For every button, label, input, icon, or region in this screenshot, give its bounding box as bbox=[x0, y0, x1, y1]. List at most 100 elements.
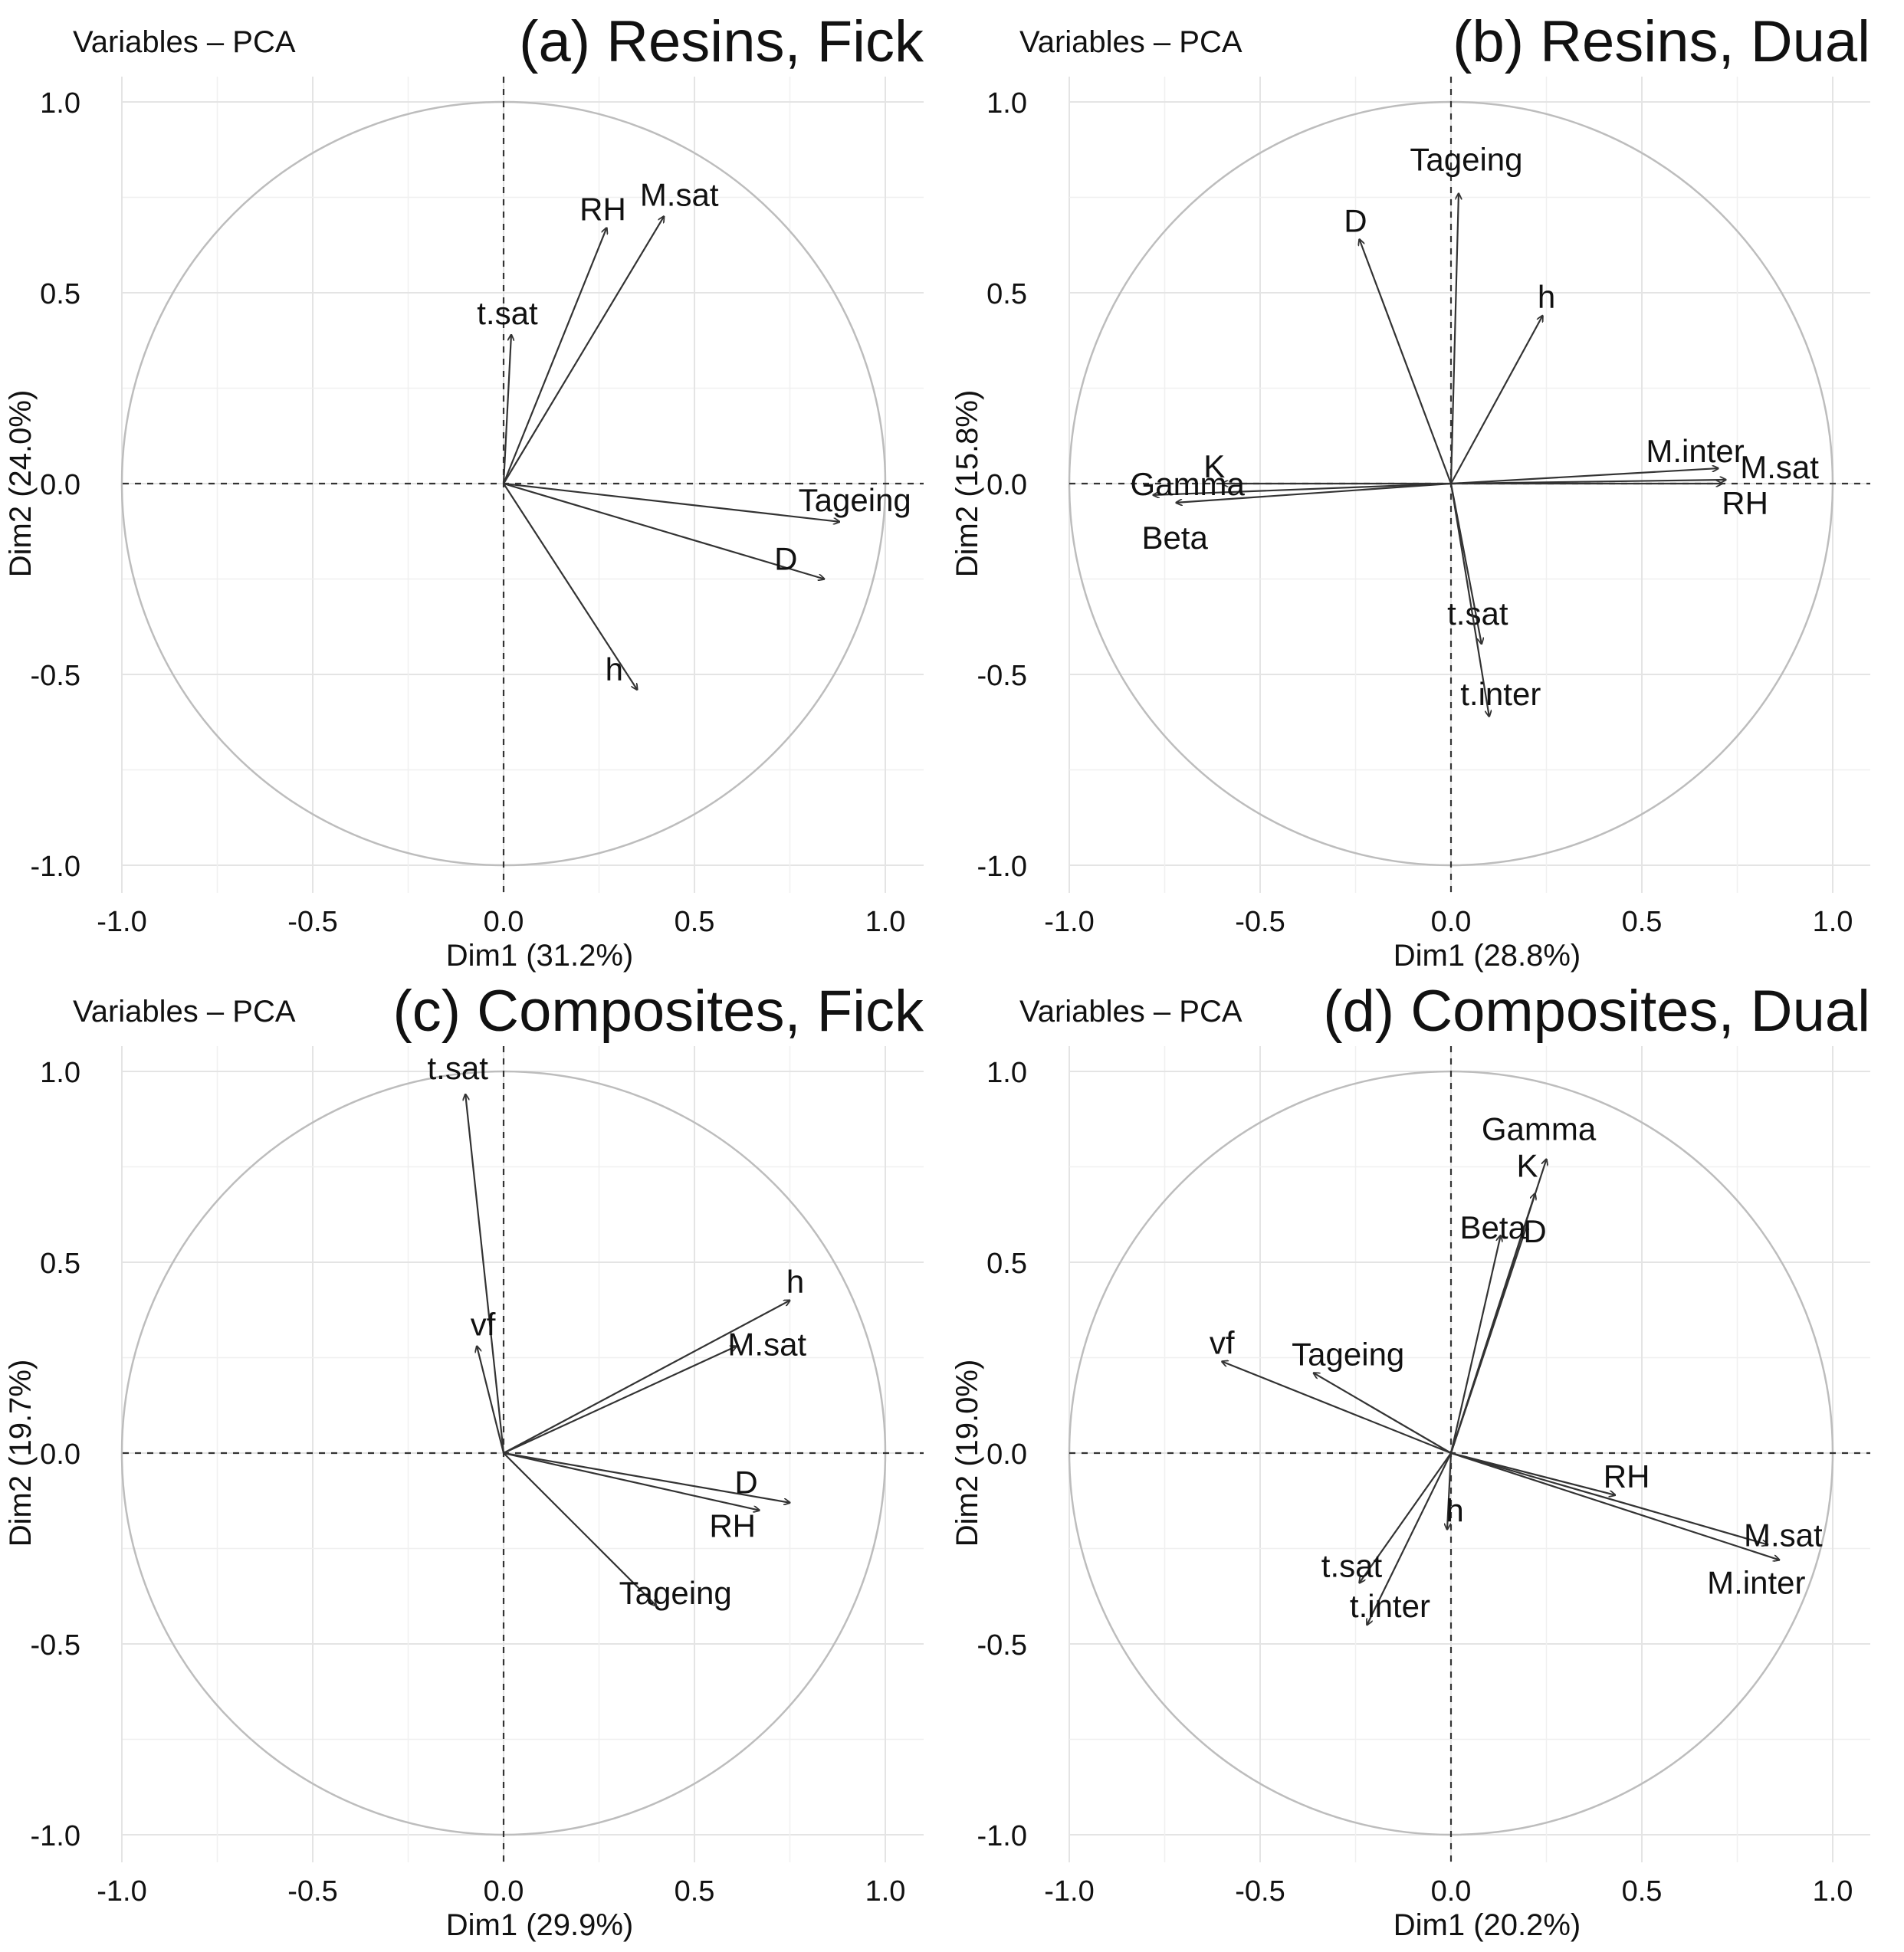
variable-label-k: K bbox=[1203, 448, 1225, 484]
variable-arrow-d bbox=[1359, 239, 1453, 484]
variable-arrow-t-inter bbox=[1367, 1452, 1452, 1625]
x-tick-label: -0.5 bbox=[1235, 1875, 1285, 1908]
y-tick-label: 0.5 bbox=[40, 278, 80, 310]
variable-label-vf: vf bbox=[1210, 1324, 1235, 1360]
variable-arrow-d bbox=[503, 482, 824, 579]
x-tick-label: 0.0 bbox=[1431, 906, 1472, 938]
x-tick-label: 0.0 bbox=[484, 906, 524, 938]
y-tick-label: 0.0 bbox=[40, 1439, 80, 1471]
variable-label-t-sat: t.sat bbox=[477, 295, 538, 331]
y-tick-label: 0.0 bbox=[986, 469, 1027, 501]
variable-label-rh: RH bbox=[1604, 1458, 1650, 1494]
panel-c-composites-fick: -1.0 -1.0 -0.5 -0.5 0.0 0.0 0.5 0.5 1.0 1.0 Dim1 (… bbox=[4, 979, 924, 1942]
y-tick-label: -1.0 bbox=[31, 1820, 80, 1852]
y-tick-label: 0.5 bbox=[986, 278, 1027, 310]
x-tick-label: 0.5 bbox=[1622, 1875, 1663, 1908]
variable-label-h: h bbox=[606, 651, 623, 687]
x-tick-label: 0.0 bbox=[484, 1875, 524, 1908]
panel-b-resins-dual: -1.0 -1.0 -0.5 -0.5 0.0 0.0 0.5 0.5 1.0 1.0 Dim1 (… bbox=[950, 9, 1870, 973]
y-tick-label: -0.5 bbox=[977, 1629, 1027, 1662]
y-tick-label: -0.5 bbox=[31, 660, 80, 692]
variable-arrow-rh bbox=[503, 1452, 760, 1511]
x-tick-label: -1.0 bbox=[97, 1875, 146, 1908]
variable-label-t-sat: t.sat bbox=[428, 1050, 489, 1086]
x-tick-label: 1.0 bbox=[865, 1875, 906, 1908]
variable-arrow-tageing bbox=[503, 1452, 656, 1606]
variable-label-rh: RH bbox=[709, 1508, 756, 1544]
corner-title: Variables – PCA bbox=[1019, 25, 1243, 59]
variable-label-m-inter: M.inter bbox=[1707, 1564, 1805, 1600]
y-tick-label: 1.0 bbox=[40, 1057, 80, 1089]
variable-arrow-m-sat bbox=[1450, 1452, 1768, 1545]
x-tick-label: 0.5 bbox=[675, 906, 715, 938]
variable-label-t-inter: t.inter bbox=[1460, 676, 1541, 712]
variable-label-rh: RH bbox=[1722, 485, 1768, 521]
x-tick-label: -1.0 bbox=[97, 906, 146, 938]
x-tick-label: -1.0 bbox=[1044, 906, 1094, 938]
variable-label-beta: Beta bbox=[1141, 520, 1208, 556]
x-axis-title: Dim1 (29.9%) bbox=[446, 1908, 634, 1942]
panel-a-resins-fick: -1.0 -1.0 -0.5 -0.5 0.0 0.0 0.5 0.5 1.0 1.0 Dim1 (… bbox=[4, 9, 924, 973]
x-tick-label: -0.5 bbox=[287, 906, 337, 938]
variable-arrow-d bbox=[503, 1452, 790, 1503]
y-axis-title: Dim2 (24.0%) bbox=[4, 390, 38, 578]
variable-label-d: D bbox=[1523, 1213, 1546, 1249]
variable-arrow-beta bbox=[1449, 1235, 1501, 1454]
variable-label-vf: vf bbox=[471, 1307, 496, 1343]
y-axis-title: Dim2 (15.8%) bbox=[950, 390, 984, 578]
variable-label-h: h bbox=[786, 1264, 804, 1300]
plot-title: (a) Resins, Fick bbox=[519, 9, 924, 74]
y-tick-label: -0.5 bbox=[31, 1629, 80, 1662]
variable-arrow-vf bbox=[1222, 1361, 1452, 1455]
y-tick-label: -1.0 bbox=[977, 1820, 1027, 1852]
variable-arrow-m-inter bbox=[1450, 1452, 1779, 1560]
x-tick-label: 1.0 bbox=[865, 906, 906, 938]
corner-title: Variables – PCA bbox=[1019, 995, 1243, 1028]
x-tick-label: 1.0 bbox=[1813, 1875, 1853, 1908]
variable-arrow-rh bbox=[1450, 1452, 1615, 1495]
x-axis-title: Dim1 (20.2%) bbox=[1394, 1908, 1581, 1942]
variable-label-m-sat: M.sat bbox=[727, 1327, 806, 1363]
variable-arrow-tageing bbox=[1314, 1373, 1452, 1454]
x-tick-label: -1.0 bbox=[1044, 1875, 1094, 1908]
variable-arrow-tageing bbox=[1449, 194, 1459, 484]
variable-arrow-h bbox=[1450, 316, 1543, 484]
variable-arrow-t-sat bbox=[465, 1094, 505, 1454]
x-axis-title: Dim1 (31.2%) bbox=[446, 939, 634, 973]
variable-arrow-t-inter bbox=[1449, 483, 1489, 717]
plot-title: (c) Composites, Fick bbox=[392, 979, 924, 1044]
x-axis-title: Dim1 (28.8%) bbox=[1394, 939, 1581, 973]
variable-label-tageing: Tageing bbox=[1410, 142, 1522, 178]
plot-title: (b) Resins, Dual bbox=[1453, 9, 1870, 74]
variable-label-beta: Beta bbox=[1460, 1209, 1527, 1245]
variable-label-t-sat: t.sat bbox=[1447, 595, 1508, 632]
variable-label-d: D bbox=[1344, 202, 1367, 238]
variable-arrow-d bbox=[1449, 1224, 1528, 1454]
variable-label-t-inter: t.inter bbox=[1350, 1588, 1430, 1624]
x-tick-label: -0.5 bbox=[287, 1875, 337, 1908]
variable-arrow-h bbox=[1447, 1452, 1453, 1530]
variable-arrow-t-sat bbox=[502, 335, 511, 484]
variable-label-rh: RH bbox=[579, 191, 626, 227]
y-axis-title: Dim2 (19.7%) bbox=[4, 1360, 38, 1547]
variable-label-h: h bbox=[1446, 1493, 1463, 1529]
variable-label-d: D bbox=[774, 541, 797, 577]
y-tick-label: 0.5 bbox=[40, 1248, 80, 1280]
variable-label-gamma: Gamma bbox=[1482, 1111, 1597, 1147]
variable-label-k: K bbox=[1517, 1147, 1538, 1183]
variable-arrow-m-sat bbox=[503, 216, 664, 484]
y-axis-title: Dim2 (19.0%) bbox=[950, 1360, 984, 1547]
variable-label-tageing: Tageing bbox=[799, 482, 911, 518]
corner-title: Variables – PCA bbox=[73, 995, 296, 1028]
y-tick-label: -1.0 bbox=[977, 851, 1027, 883]
variable-label-tageing: Tageing bbox=[619, 1575, 732, 1611]
y-tick-label: -1.0 bbox=[31, 851, 80, 883]
variable-label-m-sat: M.sat bbox=[1744, 1517, 1823, 1553]
plot-title: (d) Composites, Dual bbox=[1323, 979, 1870, 1044]
variable-arrow-m-inter bbox=[1450, 468, 1719, 485]
x-tick-label: 0.5 bbox=[1622, 906, 1663, 938]
variable-arrow-h bbox=[503, 1301, 790, 1454]
variable-arrow-gamma bbox=[1154, 482, 1452, 495]
corner-title: Variables – PCA bbox=[73, 25, 296, 59]
